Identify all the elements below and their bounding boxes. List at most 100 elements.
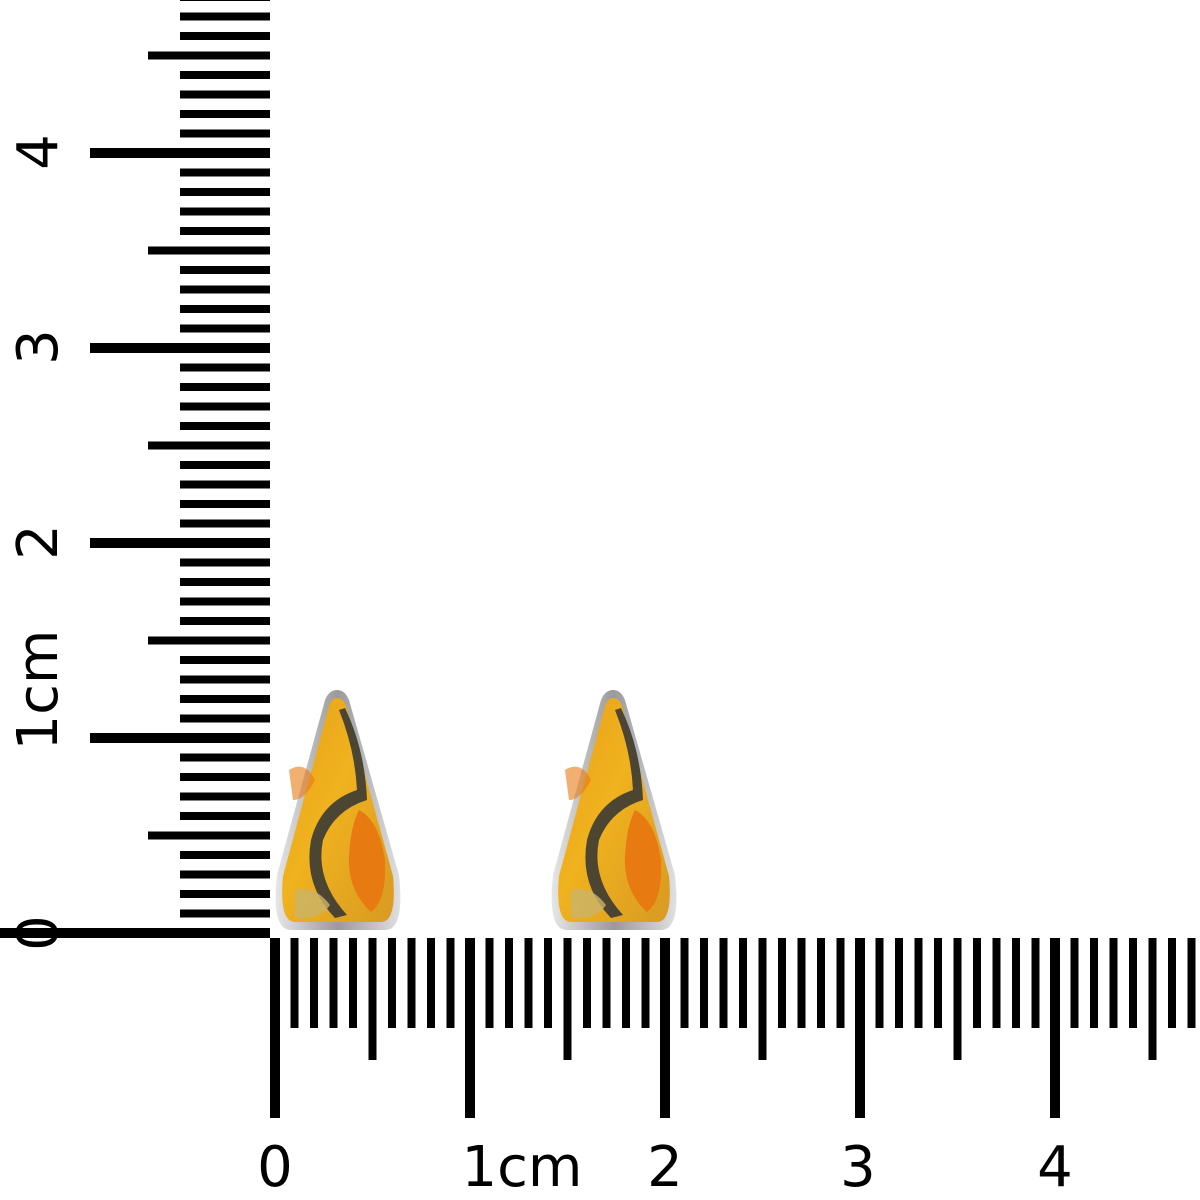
h-major-tick — [660, 938, 670, 1118]
h-minor-tick — [388, 938, 396, 1028]
h-half-tick — [563, 938, 572, 1060]
h-minor-tick — [310, 938, 318, 1028]
h-minor-tick — [349, 938, 357, 1028]
v-minor-tick — [180, 188, 270, 196]
h-major-tick — [465, 938, 475, 1118]
h-minor-tick — [622, 938, 630, 1028]
vertical-ruler-labels: 0 1cm 2 3 4 — [6, 134, 71, 951]
v-minor-tick — [180, 656, 270, 664]
v-minor-tick — [180, 870, 270, 879]
v-minor-tick — [180, 480, 270, 489]
horizontal-ruler-ticks — [270, 938, 1196, 1118]
h-minor-tick — [719, 938, 728, 1028]
v-major-tick — [0, 928, 270, 938]
v-minor-tick — [180, 266, 270, 274]
h-minor-tick — [1168, 938, 1176, 1028]
v-label-4: 4 — [6, 134, 71, 170]
v-minor-tick — [180, 773, 270, 781]
v-minor-tick — [180, 695, 270, 703]
h-half-tick — [368, 938, 377, 1060]
v-minor-tick — [180, 0, 270, 1]
h-minor-tick — [778, 938, 786, 1028]
v-minor-tick — [180, 714, 270, 723]
h-minor-tick — [427, 938, 435, 1028]
v-minor-tick — [180, 812, 270, 820]
v-half-tick — [148, 636, 270, 645]
h-minor-tick — [914, 938, 923, 1028]
h-major-tick — [1050, 938, 1060, 1118]
h-minor-tick — [1109, 938, 1118, 1028]
h-minor-tick — [524, 938, 533, 1028]
v-minor-tick — [180, 422, 270, 430]
v-half-tick — [148, 51, 270, 60]
vertical-ruler-ticks — [0, 0, 270, 938]
h-minor-tick — [895, 938, 903, 1028]
h-minor-tick — [680, 938, 689, 1028]
h-minor-tick — [836, 938, 845, 1028]
h-minor-tick — [583, 938, 591, 1028]
horizontal-ruler-labels: 0 1cm 2 3 4 — [257, 1135, 1073, 1200]
v-label-0: 0 — [6, 915, 71, 951]
v-minor-tick — [180, 12, 270, 21]
h-minor-tick — [1129, 938, 1137, 1028]
v-minor-tick — [180, 675, 270, 684]
h-minor-tick — [505, 938, 513, 1028]
h-half-tick — [758, 938, 767, 1060]
h-half-tick — [1148, 938, 1157, 1060]
h-label-3: 3 — [840, 1135, 876, 1200]
v-minor-tick — [180, 851, 270, 859]
v-major-tick — [90, 538, 270, 548]
v-minor-tick — [180, 792, 270, 801]
v-minor-tick — [180, 168, 270, 177]
v-minor-tick — [180, 558, 270, 567]
v-minor-tick — [180, 363, 270, 372]
v-major-tick — [90, 148, 270, 158]
v-label-2: 2 — [6, 524, 71, 560]
v-minor-tick — [180, 753, 270, 762]
v-label-1cm: 1cm — [6, 630, 71, 751]
h-major-tick — [270, 938, 280, 1118]
v-minor-tick — [180, 32, 270, 40]
h-minor-tick — [1090, 938, 1098, 1028]
h-minor-tick — [329, 938, 338, 1028]
h-half-tick — [953, 938, 962, 1060]
v-minor-tick — [180, 909, 270, 918]
h-label-1cm: 1cm — [462, 1135, 583, 1200]
h-minor-tick — [602, 938, 611, 1028]
h-minor-tick — [973, 938, 981, 1028]
h-minor-tick — [1187, 938, 1196, 1028]
h-minor-tick — [739, 938, 747, 1028]
v-minor-tick — [180, 129, 270, 138]
h-minor-tick — [1012, 938, 1020, 1028]
v-minor-tick — [180, 402, 270, 411]
v-minor-tick — [180, 500, 270, 508]
h-minor-tick — [700, 938, 708, 1028]
v-minor-tick — [180, 110, 270, 118]
h-minor-tick — [875, 938, 884, 1028]
h-minor-tick — [446, 938, 455, 1028]
h-minor-tick — [544, 938, 552, 1028]
h-minor-tick — [934, 938, 942, 1028]
h-label-4: 4 — [1037, 1135, 1073, 1200]
v-major-tick — [90, 343, 270, 353]
h-minor-tick — [407, 938, 416, 1028]
v-minor-tick — [180, 383, 270, 391]
v-half-tick — [148, 246, 270, 255]
v-major-tick — [90, 733, 270, 743]
h-major-tick — [855, 938, 865, 1118]
v-minor-tick — [180, 617, 270, 625]
h-label-0: 0 — [257, 1135, 293, 1200]
v-minor-tick — [180, 227, 270, 235]
h-minor-tick — [290, 938, 299, 1028]
h-minor-tick — [817, 938, 825, 1028]
v-minor-tick — [180, 285, 270, 294]
v-minor-tick — [180, 324, 270, 333]
v-half-tick — [148, 831, 270, 840]
h-minor-tick — [1031, 938, 1040, 1028]
h-minor-tick — [1070, 938, 1079, 1028]
h-label-2: 2 — [647, 1135, 683, 1200]
v-minor-tick — [180, 207, 270, 216]
v-label-3: 3 — [6, 329, 71, 365]
